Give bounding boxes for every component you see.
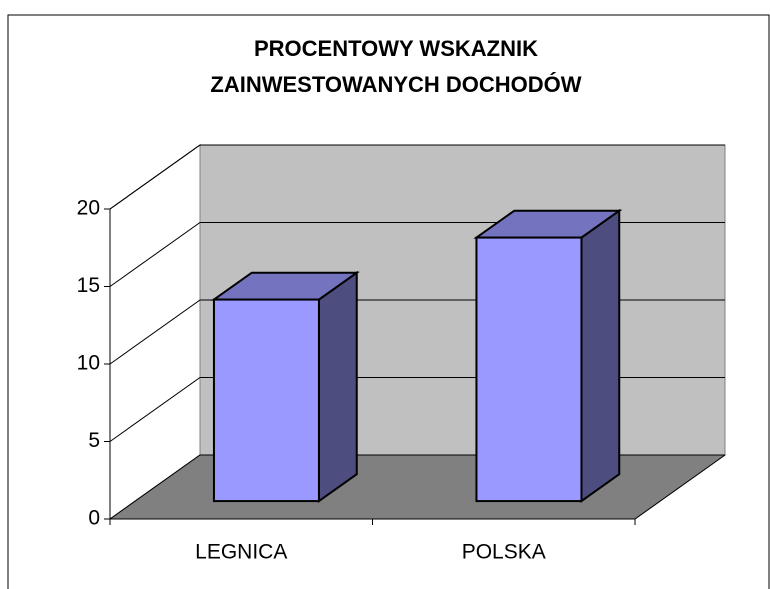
chart-border <box>7 14 770 589</box>
floor <box>108 454 727 520</box>
x-tick-label: LEGNICA <box>195 541 287 564</box>
bar-side <box>317 270 358 504</box>
y-tick-label: 0 <box>88 507 100 530</box>
x-tick-label: POLSKA <box>462 541 546 564</box>
y-tick-label: 10 <box>77 352 100 375</box>
bar-side <box>580 208 621 504</box>
floor-edge <box>634 454 726 520</box>
chart-title: ZAINWESTOWANYCH DOCHODÓW <box>210 72 581 97</box>
chart-title: PROCENTOWY WSKAZNIK <box>254 36 538 61</box>
y-tick-label: 5 <box>88 429 100 452</box>
bar <box>212 298 320 503</box>
y-tick-label: 15 <box>77 274 100 297</box>
bar <box>475 236 583 503</box>
grid-line <box>109 144 725 210</box>
y-tick-label: 20 <box>77 197 100 220</box>
